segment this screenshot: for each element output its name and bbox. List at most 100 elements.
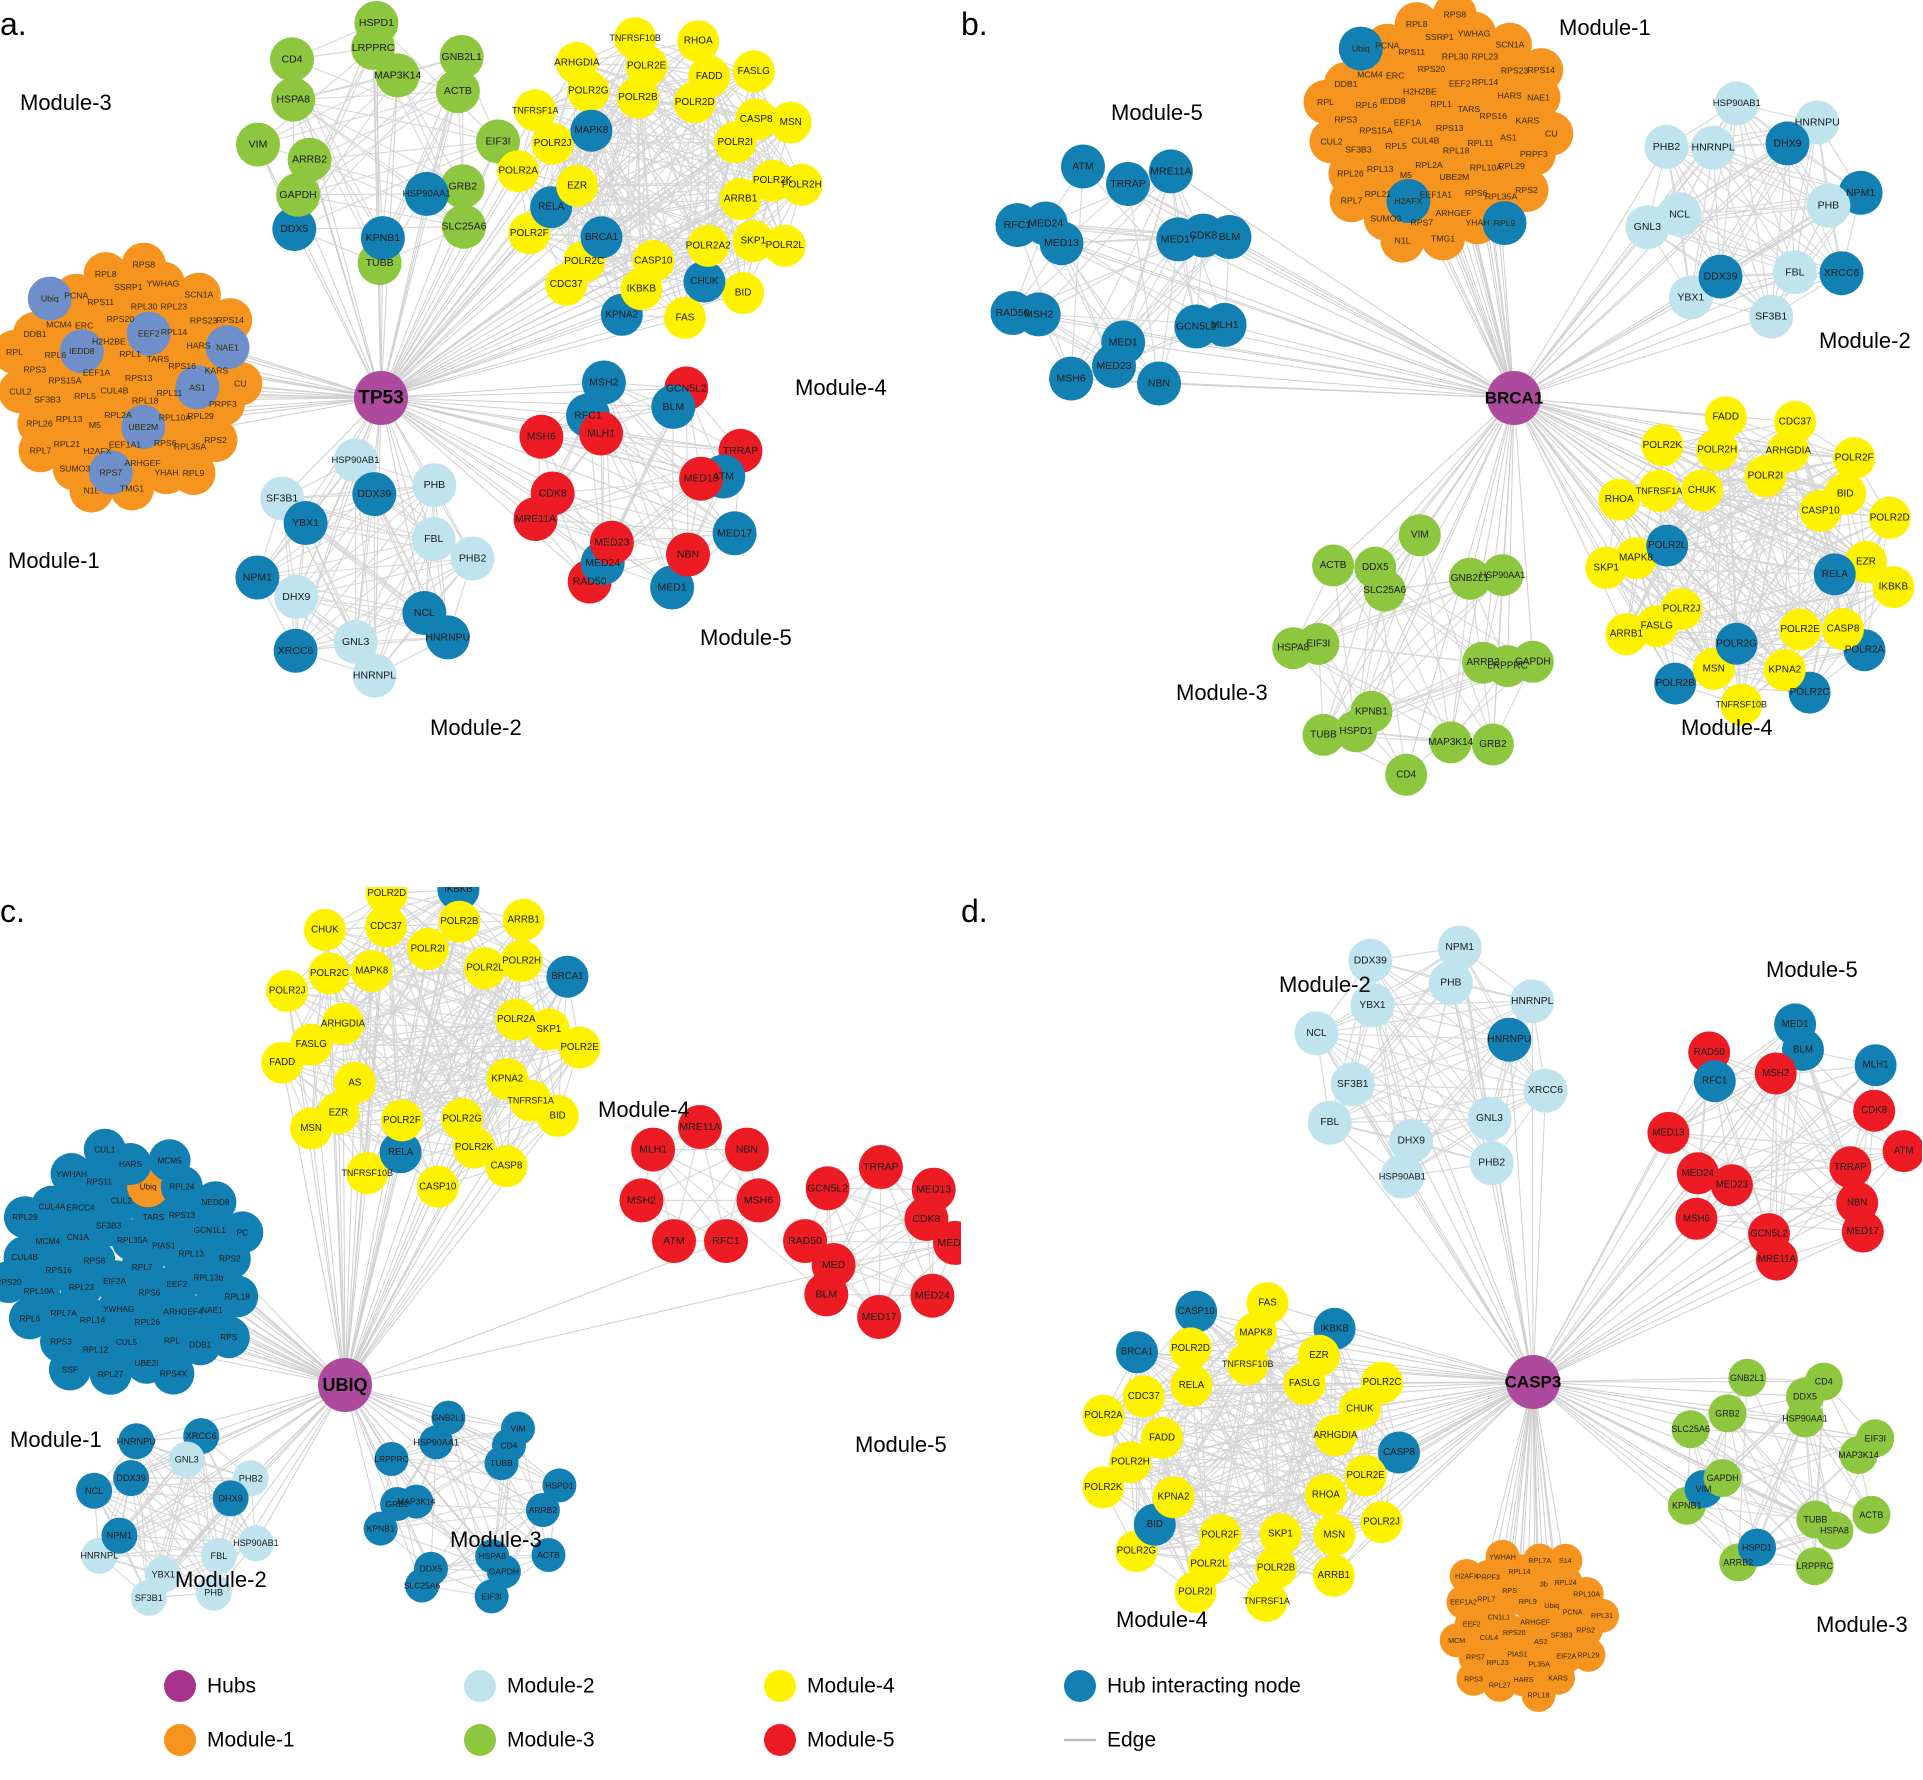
svg-text:SCN1A: SCN1A [184,290,213,300]
svg-text:PHB2: PHB2 [1478,1158,1505,1169]
svg-text:RELA: RELA [538,202,564,213]
svg-text:RPL8: RPL8 [1406,19,1428,29]
svg-text:BLM: BLM [1793,1044,1813,1055]
svg-text:PHB2: PHB2 [1653,141,1681,153]
svg-text:CASP8: CASP8 [740,114,773,125]
svg-text:FASLG: FASLG [738,66,770,77]
svg-text:PHB2: PHB2 [239,1473,263,1483]
svg-text:POLR2H: POLR2H [1697,445,1737,456]
svg-text:MED23: MED23 [1096,360,1131,372]
svg-text:CASP8: CASP8 [1827,624,1860,635]
svg-text:YWHAH: YWHAH [1489,1552,1516,1561]
svg-text:ERC: ERC [1386,71,1404,81]
svg-text:POLR2C: POLR2C [310,968,349,979]
svg-text:RAD50: RAD50 [1694,1047,1726,1058]
svg-text:MCM: MCM [1448,1636,1465,1645]
svg-text:YBX1: YBX1 [1359,1000,1386,1011]
svg-text:GNL3: GNL3 [1634,221,1662,233]
svg-text:MRE11A: MRE11A [1758,1254,1797,1265]
svg-text:SLC25A6: SLC25A6 [1671,1424,1710,1434]
svg-text:CDC37: CDC37 [1128,1391,1160,1402]
svg-text:RPL11: RPL11 [1467,138,1493,148]
svg-text:MAP3K14: MAP3K14 [1428,737,1473,748]
svg-text:BID: BID [1147,1519,1163,1530]
svg-text:EEF2: EEF2 [1449,79,1471,89]
svg-text:AS: AS [348,1077,361,1088]
svg-text:MED17: MED17 [1847,1226,1879,1237]
svg-text:SUMO3: SUMO3 [1370,214,1401,224]
svg-text:H2H2BE: H2H2BE [1403,86,1437,96]
svg-text:RPL24: RPL24 [169,1182,195,1192]
svg-text:CASP8: CASP8 [1383,1447,1415,1458]
svg-text:TNFRSF1A: TNFRSF1A [512,105,559,115]
svg-text:b.: b. [961,6,988,42]
svg-text:MED17: MED17 [717,527,752,539]
svg-text:GNB2L1: GNB2L1 [1451,573,1490,584]
svg-text:MED13: MED13 [1044,237,1079,249]
svg-text:NPM1: NPM1 [1445,942,1474,953]
svg-text:MLH1: MLH1 [1863,1060,1889,1071]
svg-text:BRCA1: BRCA1 [585,232,619,243]
svg-text:DDX39: DDX39 [116,1473,146,1483]
svg-text:RPS: RPS [220,1332,238,1342]
svg-text:TUBB: TUBB [490,1458,513,1468]
svg-text:RPL9: RPL9 [1519,1597,1537,1606]
svg-text:POLR2F: POLR2F [1201,1530,1239,1541]
svg-text:ARHGEF4: ARHGEF4 [163,1307,203,1317]
svg-text:MCM4: MCM4 [36,1236,61,1246]
svg-text:FBL: FBL [424,533,443,545]
svg-text:HSPA8: HSPA8 [1277,643,1309,654]
svg-text:MRE11A: MRE11A [515,513,556,525]
svg-text:DHX9: DHX9 [282,591,310,603]
svg-text:NCL: NCL [414,607,435,619]
svg-text:RPL6: RPL6 [20,1313,41,1323]
svg-text:PCNA: PCNA [64,291,88,301]
svg-text:IEDD8: IEDD8 [69,346,95,356]
svg-text:Module-1: Module-1 [207,1729,295,1752]
svg-text:HSPD1: HSPD1 [545,1480,574,1490]
svg-text:RPL7A: RPL7A [1528,1556,1551,1565]
svg-text:RPL9: RPL9 [1494,218,1516,228]
svg-text:MED24: MED24 [1028,218,1063,230]
svg-text:POLR2A: POLR2A [498,166,538,177]
svg-text:GNB2L1: GNB2L1 [442,51,482,63]
svg-text:POLR2A: POLR2A [1845,645,1885,656]
svg-text:RPS20: RPS20 [107,314,135,324]
svg-text:GRB2: GRB2 [1479,739,1507,750]
svg-text:SF3B3: SF3B3 [34,394,61,404]
svg-text:3b: 3b [1540,1579,1548,1588]
svg-text:MED: MED [822,1259,846,1271]
svg-text:M5: M5 [89,420,101,430]
svg-text:RPS15A: RPS15A [1359,126,1393,136]
svg-text:NBN: NBN [1148,378,1170,390]
svg-text:MAP3K14: MAP3K14 [374,69,421,81]
svg-text:VIM: VIM [510,1424,525,1434]
svg-text:MSN: MSN [1703,663,1725,674]
svg-text:TRRAP: TRRAP [723,445,759,457]
svg-text:TNFRSF10B: TNFRSF10B [341,1168,393,1178]
svg-text:SSRP1: SSRP1 [1425,32,1454,42]
svg-text:CD4: CD4 [281,53,302,65]
svg-text:Module-5: Module-5 [1111,100,1203,125]
svg-text:RPL7A: RPL7A [50,1308,77,1318]
svg-text:ARHGEF: ARHGEF [124,458,160,468]
svg-text:RPS23: RPS23 [190,316,218,326]
svg-text:GNL3: GNL3 [342,636,370,648]
svg-text:a.: a. [0,6,27,42]
svg-text:DHX9: DHX9 [1397,1136,1425,1147]
svg-text:RPS3: RPS3 [1334,114,1357,124]
svg-text:CDC37: CDC37 [550,279,583,290]
svg-text:KPNB1: KPNB1 [366,232,401,244]
svg-text:Module-5: Module-5 [855,1432,947,1457]
svg-text:MED13: MED13 [916,1184,951,1196]
svg-text:YWHAG: YWHAG [103,1304,134,1314]
svg-text:ARHGDIA: ARHGDIA [1313,1430,1358,1441]
svg-text:TUBB: TUBB [1310,729,1337,740]
svg-text:RPS20: RPS20 [0,1277,22,1287]
svg-text:MED23: MED23 [937,1237,961,1249]
svg-text:MSH2: MSH2 [1024,308,1053,320]
svg-text:POLR2B: POLR2B [618,92,658,103]
svg-text:EZR: EZR [567,180,587,191]
svg-text:RPL9: RPL9 [183,468,205,478]
svg-text:GNB2L1: GNB2L1 [432,1413,465,1423]
